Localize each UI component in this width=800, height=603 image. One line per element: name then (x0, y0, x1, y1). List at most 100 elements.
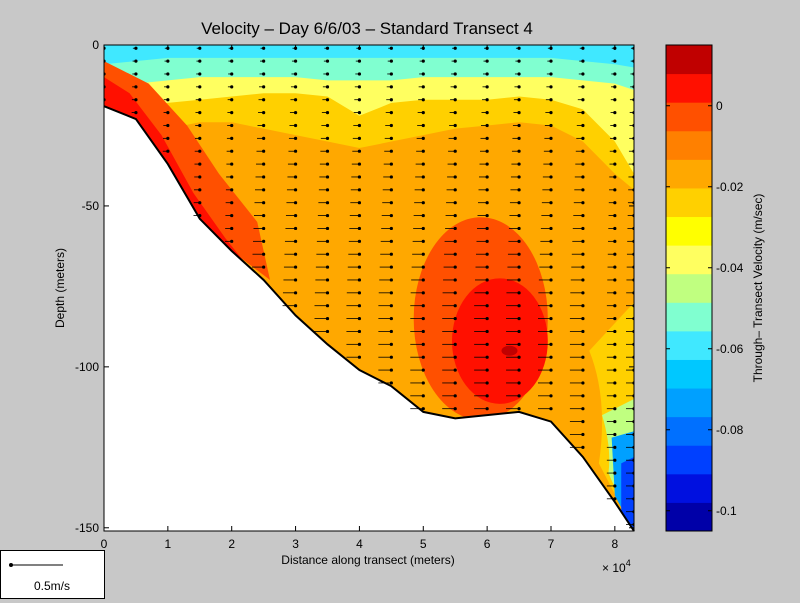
vector-origin (581, 381, 585, 385)
colorbar-swatch (666, 245, 712, 275)
vector-origin (230, 85, 234, 89)
vector-origin (517, 213, 521, 218)
vector-origin (421, 162, 425, 166)
vector-origin (357, 162, 362, 166)
vector-origin (262, 59, 266, 63)
vector-origin (581, 162, 585, 166)
vector-origin (613, 394, 617, 398)
vector-origin (421, 201, 425, 205)
vector-origin (549, 110, 553, 115)
vector-origin (581, 265, 585, 269)
vector-origin (389, 342, 393, 346)
vector-origin (357, 85, 362, 89)
vector-origin (262, 98, 266, 102)
vector-origin (389, 226, 393, 231)
vector-origin (166, 85, 170, 89)
vector-origin (262, 46, 266, 50)
vector-origin (389, 123, 393, 128)
vector-origin (293, 162, 298, 166)
vector-origin (613, 458, 617, 462)
vector-origin (293, 239, 298, 243)
vector-origin (485, 368, 489, 372)
vector-origin (549, 329, 553, 334)
vector-origin (485, 329, 489, 334)
vector-origin (293, 278, 298, 282)
x-tick-label: 5 (420, 537, 427, 551)
vector-origin (613, 381, 617, 385)
vector-origin (453, 226, 457, 231)
contour-core-max (501, 345, 518, 356)
vector-origin (325, 252, 330, 256)
vector-origin (613, 304, 617, 308)
vector-origin (198, 46, 202, 50)
vector-origin (357, 149, 362, 153)
contour-right-blue (621, 456, 634, 531)
vector-origin (421, 381, 425, 385)
vector-origin (389, 368, 393, 372)
vector-origin (230, 136, 234, 140)
vector-origin (613, 445, 617, 449)
vector-origin (357, 110, 362, 115)
vector-origin (485, 278, 489, 282)
vector-origin (453, 304, 457, 308)
vector-origin (357, 355, 362, 359)
vector-origin (421, 110, 425, 115)
colorbar-swatch (666, 445, 712, 475)
x-axis: 0 1 2 3 4 5 6 7 8 (101, 45, 618, 551)
vector-origin (613, 329, 617, 334)
vector-origin (613, 175, 617, 179)
x-tick-label: 0 (101, 537, 108, 551)
vector-origin (581, 110, 585, 115)
vector-origin (485, 149, 489, 153)
vector-origin (613, 407, 617, 411)
vector-origin (325, 175, 330, 179)
vector-origin (517, 123, 521, 128)
vector-origin (421, 329, 425, 334)
vector-origin (581, 419, 585, 424)
vector-origin (549, 201, 553, 205)
vector-origin (325, 265, 330, 269)
plot-frame (103, 44, 635, 532)
vector-origin (357, 329, 362, 334)
vector-origin (293, 149, 298, 153)
vector-origin (198, 162, 202, 166)
vector-origin (485, 304, 489, 308)
vector-origin (485, 252, 489, 256)
seafloor-profile (103, 105, 635, 532)
vector-origin (230, 98, 234, 102)
colorbar-swatch (666, 159, 712, 189)
vector-origin (453, 201, 457, 205)
vector-origin (389, 46, 393, 50)
vector-origin (613, 316, 617, 321)
vector-origin (581, 46, 585, 50)
vector-origin (485, 265, 489, 269)
vector-origin (198, 85, 202, 89)
vector-origin (389, 201, 393, 205)
vector-origin (453, 46, 457, 50)
vector-origin (485, 201, 489, 205)
vector-origin (517, 188, 521, 192)
vector-origin (517, 85, 521, 89)
vector-origin (517, 201, 521, 205)
vector-origin (549, 226, 553, 231)
vector-origin (581, 213, 585, 218)
vector-origin (581, 149, 585, 153)
vector-origin (613, 471, 617, 475)
vector-origin (230, 149, 234, 153)
vector-origin (581, 432, 585, 437)
vector-origin (613, 162, 617, 166)
colorbar-swatch (666, 130, 712, 160)
vector-origin (453, 98, 457, 102)
vector-origin (325, 46, 330, 50)
y-axis: 0 -50 -100 -150 (75, 38, 634, 535)
vector-origin (357, 98, 362, 102)
vector-origin (581, 85, 585, 89)
vector-origin (357, 278, 362, 282)
vector-origin (549, 304, 553, 308)
vector-origin (517, 59, 521, 63)
vector-origin (293, 110, 298, 115)
vector-origin (357, 123, 362, 128)
vector-origin (230, 110, 234, 115)
vector-origin (517, 329, 521, 334)
vector-origin (549, 316, 553, 321)
